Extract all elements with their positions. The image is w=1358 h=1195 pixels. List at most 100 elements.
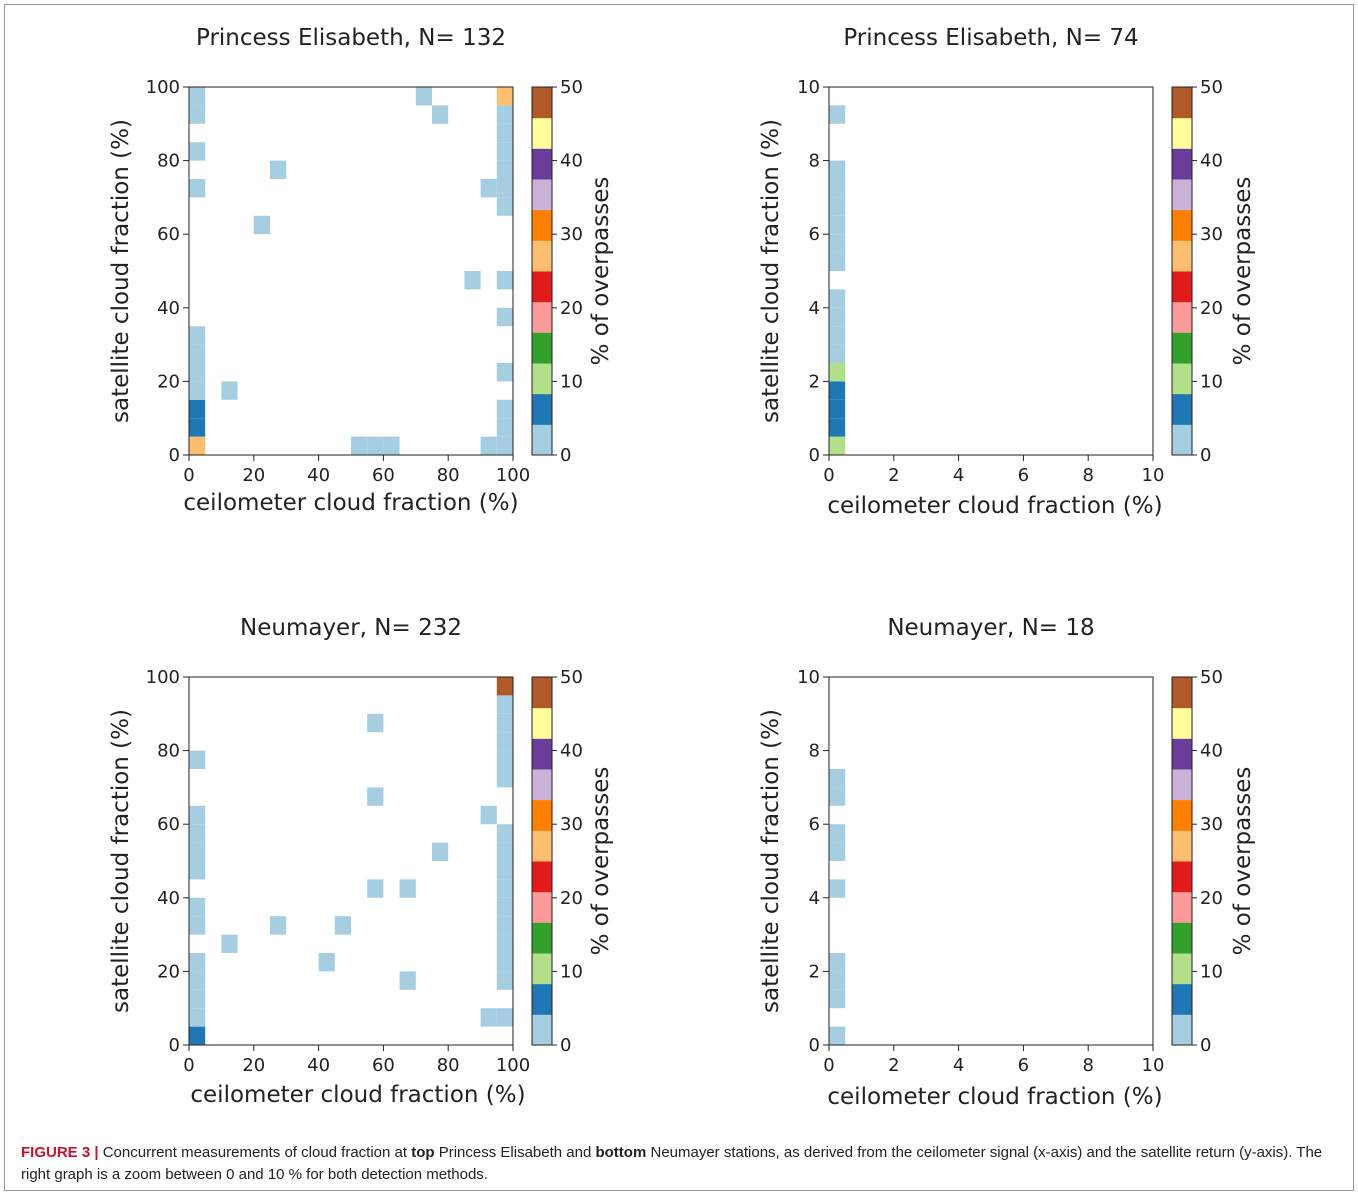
heatmap-cell <box>829 953 846 972</box>
x-tick-label: 20 <box>242 465 265 486</box>
colorbar-segment <box>532 301 552 333</box>
heatmap-cell <box>189 897 206 917</box>
heatmap-cell <box>829 842 846 861</box>
colorbar-tick-label: 10 <box>560 371 583 392</box>
heatmap-cell <box>829 787 846 806</box>
caption-bold-bottom: bottom <box>595 1144 647 1161</box>
colorbar-segment <box>1172 1014 1192 1046</box>
x-tick-label: 80 <box>437 465 460 486</box>
heatmap-cell <box>829 252 846 271</box>
y-tick-label: 8 <box>809 151 820 172</box>
colorbar-frame <box>531 86 553 456</box>
y-tick-label: 60 <box>157 224 180 245</box>
heatmap-cell <box>480 805 497 825</box>
y-axis-label: satellite cloud fraction (%) <box>108 709 134 1013</box>
colorbar-segment <box>1172 830 1192 862</box>
colorbar-segment <box>1172 301 1192 333</box>
chart-panel-2: 0 2 4 6 8 10 0 2 4 6 8 10 Princess Elisabeth, N= 74 c… <box>758 25 1256 519</box>
x-tick-label: 2 <box>888 1055 899 1076</box>
colorbar-segment <box>532 179 552 211</box>
colorbar-segment <box>532 707 552 739</box>
colorbar-segment <box>1172 87 1192 119</box>
colorbar-segment <box>532 677 552 709</box>
colorbar-segment <box>532 332 552 364</box>
colorbar-tick-label: 20 <box>1200 888 1223 909</box>
heatmap-cell <box>496 916 513 935</box>
colorbar-segment <box>1172 148 1192 180</box>
colorbar-label: % of overpasses <box>588 767 614 956</box>
heatmap-cell <box>189 381 206 400</box>
colorbar-segment <box>1172 271 1192 303</box>
x-tick-label: 2 <box>888 465 899 486</box>
x-tick-label: 100 <box>496 465 530 486</box>
y-tick-label: 40 <box>157 888 180 909</box>
axes-frame <box>188 86 514 456</box>
heatmap-cell <box>189 105 206 124</box>
colorbar-segment <box>532 363 552 395</box>
colorbar-segment <box>532 271 552 303</box>
colorbar-label: % of overpasses <box>1230 177 1256 366</box>
y-axis-label: satellite cloud fraction (%) <box>108 119 134 423</box>
heatmap-cell <box>496 842 513 861</box>
caption-text-1: Concurrent measurements of cloud fractio… <box>102 1144 408 1161</box>
colorbar-segment <box>1172 677 1192 709</box>
colorbar-segment <box>1172 393 1192 425</box>
colorbar-segment <box>532 1014 552 1046</box>
heatmap-cell <box>829 418 846 437</box>
colorbar-segment <box>1172 179 1192 211</box>
x-tick-label: 20 <box>242 1055 265 1076</box>
x-tick-label: 4 <box>953 465 964 486</box>
heatmap-cell <box>829 326 846 345</box>
caption-label: FIGURE 3 | <box>21 1144 99 1161</box>
colorbar-tick-label: 0 <box>560 1035 571 1056</box>
y-tick-label: 0 <box>809 1035 820 1056</box>
heatmap-cell <box>367 879 384 898</box>
heatmap-cell <box>496 363 513 382</box>
y-tick-label: 40 <box>157 298 180 319</box>
heatmap-cell <box>829 160 846 179</box>
heatmap-cell <box>496 934 513 953</box>
colorbar-segment <box>532 830 552 862</box>
heatmap-cell <box>367 436 384 455</box>
colorbar-tick-label: 20 <box>560 888 583 909</box>
colorbar-segment <box>532 240 552 272</box>
heatmap-cell <box>829 879 846 898</box>
heatmap-cell <box>351 436 368 455</box>
colorbar-tick-label: 40 <box>1200 151 1223 172</box>
heatmap-cell <box>367 713 384 733</box>
x-tick-label: 0 <box>183 1055 194 1076</box>
x-tick-label: 0 <box>823 1055 834 1076</box>
heatmap-cell <box>189 418 206 437</box>
x-tick-label: 10 <box>1142 1055 1165 1076</box>
heatmap-cell <box>496 307 513 327</box>
axes-frame <box>828 676 1154 1046</box>
heatmap-cell <box>253 215 270 235</box>
y-tick-label: 6 <box>809 814 820 835</box>
heatmap-cell <box>189 916 206 935</box>
heatmap-cell <box>189 861 206 880</box>
heatmap-cell <box>496 677 513 696</box>
colorbar-segment <box>1172 363 1192 395</box>
y-tick-label: 100 <box>146 77 180 98</box>
y-tick-label: 10 <box>797 667 820 688</box>
colorbar-tick-label: 30 <box>1200 224 1223 245</box>
heatmap-cell <box>496 713 513 733</box>
chart-panel-4: 0 2 4 6 8 10 0 2 4 6 8 10 Neumayer, N= 18 ceilometer … <box>758 615 1256 1110</box>
colorbar-segment <box>532 799 552 831</box>
colorbar-segment <box>1172 769 1192 801</box>
colorbar-segment <box>1172 953 1192 985</box>
heatmap-cell <box>189 1026 206 1045</box>
axes-frame <box>828 86 1154 456</box>
heatmap-cell <box>829 989 846 1009</box>
y-tick-label: 2 <box>809 371 820 392</box>
heatmap-cell <box>496 123 513 143</box>
colorbar-segment <box>1172 707 1192 739</box>
heatmap-cell <box>496 750 513 769</box>
colorbar-segment <box>532 861 552 893</box>
colorbar-segment <box>532 953 552 985</box>
colorbar-segment <box>532 393 552 425</box>
heatmap-cell <box>829 381 846 400</box>
colorbar-segment <box>532 738 552 770</box>
